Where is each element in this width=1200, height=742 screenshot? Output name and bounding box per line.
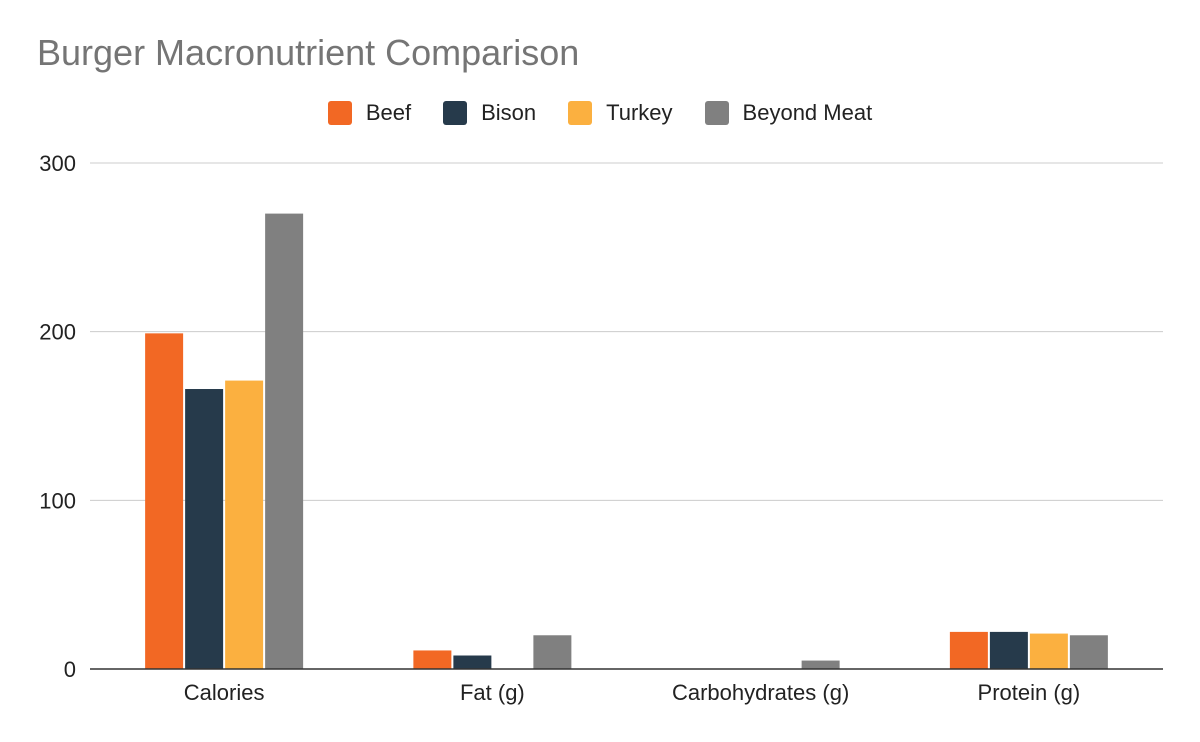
legend-swatch <box>568 101 593 125</box>
legend-swatch <box>443 101 468 125</box>
legend-label: Bison <box>481 100 537 125</box>
bar-beef <box>413 650 452 669</box>
x-tick-label: Calories <box>184 680 265 705</box>
chart-title: Burger Macronutrient Comparison <box>37 32 580 73</box>
legend-label: Beyond Meat <box>742 100 873 125</box>
legend-item: Beef <box>327 100 412 126</box>
y-tick-label: 100 <box>39 488 76 513</box>
x-tick-label: Fat (g) <box>460 680 525 705</box>
x-tick-label: Carbohydrates (g) <box>672 680 849 705</box>
bar-turkey <box>225 380 264 669</box>
bar-beef <box>949 631 988 669</box>
bar-turkey <box>1029 633 1068 669</box>
bar-beyond-meat <box>265 213 304 669</box>
bar-bison <box>453 655 492 669</box>
legend-item: Beyond Meat <box>704 100 873 126</box>
legend-swatch <box>327 101 352 125</box>
bar-bison <box>185 389 224 669</box>
x-tick-label: Protein (g) <box>978 680 1081 705</box>
bar-beyond-meat <box>533 635 572 669</box>
x-axis-ticks: Calories Fat (g) Carbohydrates (g) Protein … <box>184 680 1080 705</box>
bar-beyond-meat <box>801 660 840 669</box>
y-tick-label: 0 <box>64 657 76 682</box>
bar-beef <box>145 333 184 669</box>
bar-beyond-meat <box>1069 635 1108 669</box>
legend-label: Turkey <box>606 100 673 125</box>
bar-bison <box>989 631 1028 669</box>
legend: Beef Bison Turkey Beyond Meat <box>0 98 1200 128</box>
bars <box>145 213 1108 669</box>
legend-label: Beef <box>365 100 412 125</box>
legend-swatch <box>704 101 729 125</box>
y-tick-label: 300 <box>39 151 76 176</box>
legend-item: Bison <box>443 100 536 126</box>
y-tick-label: 200 <box>39 320 76 345</box>
y-axis-ticks: 0 100 200 300 <box>39 151 76 682</box>
legend-item: Turkey <box>568 100 673 126</box>
